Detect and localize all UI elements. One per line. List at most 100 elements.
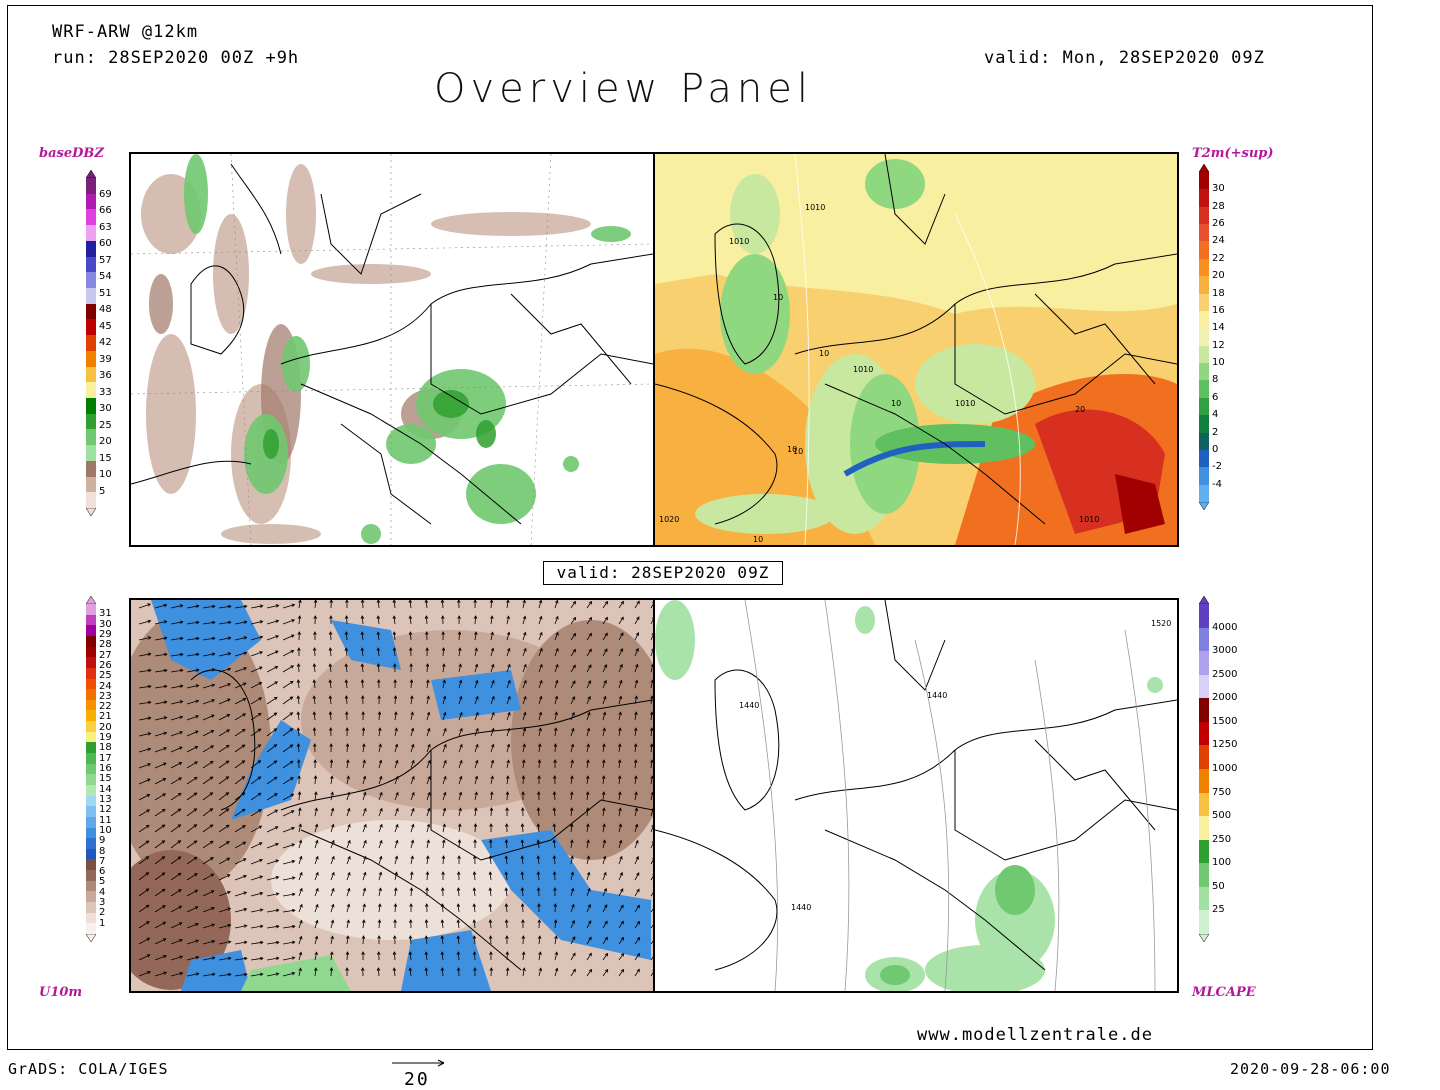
wind-vector bbox=[506, 759, 510, 769]
wind-vector bbox=[522, 631, 527, 641]
contour-label: 1440 bbox=[927, 691, 947, 700]
wind-vector bbox=[378, 887, 382, 897]
wind-vector bbox=[186, 684, 200, 689]
wind-vector bbox=[570, 680, 576, 689]
wind-vector bbox=[202, 604, 216, 609]
colorbar-tick-label: 17 bbox=[99, 752, 112, 764]
wind-vector bbox=[313, 600, 318, 609]
wind-vector bbox=[393, 919, 397, 929]
colorbar-swatch bbox=[86, 891, 96, 903]
wind-vector bbox=[490, 743, 495, 753]
wind-vector bbox=[504, 839, 509, 849]
wind-vector bbox=[250, 875, 264, 881]
wind-vector bbox=[170, 808, 182, 817]
colorbar-tick-label: 69 bbox=[99, 188, 112, 200]
wind-vector bbox=[538, 600, 543, 609]
wind-vector bbox=[376, 951, 381, 961]
wind-vector bbox=[650, 632, 653, 641]
wind-vector bbox=[282, 859, 296, 865]
wind-vector bbox=[440, 903, 445, 913]
colorbar-swatch bbox=[1199, 224, 1209, 242]
wind-vector bbox=[569, 823, 574, 833]
wind-vector bbox=[554, 631, 559, 641]
wind-vector bbox=[505, 775, 510, 785]
colorbar-tick-label: 10 bbox=[99, 824, 112, 836]
wind-vector bbox=[618, 904, 624, 913]
colorbar-tick-label: 4 bbox=[1212, 409, 1219, 421]
wind-vector bbox=[346, 759, 350, 769]
wind-vector bbox=[186, 873, 198, 881]
wind-vector bbox=[489, 807, 494, 817]
wind-vector bbox=[394, 743, 399, 753]
wind-vector bbox=[218, 792, 230, 801]
wind-vector bbox=[473, 823, 478, 833]
wind-vector bbox=[489, 823, 493, 833]
colorbar-bottom-arrow bbox=[86, 934, 96, 942]
wind-vector bbox=[570, 711, 575, 721]
wind-vector bbox=[570, 648, 576, 657]
wind-vector bbox=[456, 919, 461, 929]
wind-vector bbox=[234, 792, 246, 801]
wind-vector bbox=[186, 939, 200, 945]
wind-vector bbox=[362, 823, 367, 833]
wind-vector bbox=[202, 956, 216, 961]
wind-vector bbox=[650, 970, 653, 977]
wind-vector bbox=[634, 807, 639, 817]
wind-vector bbox=[154, 856, 166, 865]
wind-vector bbox=[314, 791, 318, 801]
colorbar-bottom-arrow bbox=[86, 508, 96, 516]
colorbar-tick-label: 750 bbox=[1212, 786, 1232, 798]
wind-vector bbox=[282, 728, 294, 737]
wind-vector bbox=[345, 600, 349, 609]
wind-vector bbox=[570, 855, 574, 865]
wind-vector bbox=[393, 903, 398, 913]
wind-vector bbox=[490, 727, 495, 737]
wind-vector bbox=[440, 919, 445, 929]
wind-vector bbox=[138, 954, 151, 961]
wind-vector bbox=[346, 903, 351, 913]
wind-vector bbox=[634, 616, 640, 625]
wind-vector bbox=[473, 615, 478, 625]
wind-vector bbox=[554, 679, 559, 689]
wind-vector bbox=[553, 887, 557, 897]
wind-vector bbox=[330, 791, 334, 801]
wind-vector bbox=[297, 615, 302, 625]
wind-vector bbox=[473, 839, 477, 849]
wind-vector bbox=[488, 903, 493, 913]
wind-vector bbox=[634, 632, 640, 641]
wind-vector bbox=[410, 839, 415, 849]
colorbar-tick-label: 25 bbox=[99, 670, 112, 682]
wind-vector bbox=[186, 792, 198, 801]
wind-vector bbox=[186, 922, 199, 929]
wind-vector bbox=[538, 967, 543, 977]
wind-vector bbox=[488, 919, 493, 929]
wind-vector bbox=[410, 727, 415, 737]
colorbar-tick-label: 28 bbox=[99, 639, 112, 651]
wind-vector bbox=[312, 647, 317, 657]
wind-vector bbox=[521, 775, 526, 785]
wind-vector bbox=[520, 807, 525, 817]
wind-vector bbox=[202, 636, 216, 641]
wind-vector bbox=[602, 695, 607, 705]
wind-vector bbox=[504, 871, 509, 881]
colorbar-swatch bbox=[86, 657, 96, 669]
wind-vector bbox=[634, 679, 639, 689]
wind-vector bbox=[649, 711, 653, 721]
colorbar-swatch bbox=[1199, 241, 1209, 260]
colorbar-tick-label: 4 bbox=[99, 886, 106, 898]
wind-vector bbox=[442, 711, 447, 721]
wind-vector bbox=[552, 855, 557, 865]
colorbar-swatch bbox=[1199, 769, 1209, 794]
colorbar-tick-label: 16 bbox=[1212, 304, 1225, 316]
wind-vector bbox=[474, 647, 478, 657]
wind-vector bbox=[314, 807, 318, 817]
colorbar-swatch bbox=[1199, 698, 1209, 723]
wind-vector bbox=[202, 792, 214, 801]
wind-vector bbox=[474, 727, 479, 737]
wind-vector bbox=[570, 600, 576, 609]
wind-vector bbox=[618, 839, 623, 849]
wind-vector bbox=[360, 615, 365, 625]
wind-vector bbox=[426, 791, 431, 801]
wind-vector bbox=[345, 743, 350, 753]
wind-vector bbox=[330, 871, 335, 881]
